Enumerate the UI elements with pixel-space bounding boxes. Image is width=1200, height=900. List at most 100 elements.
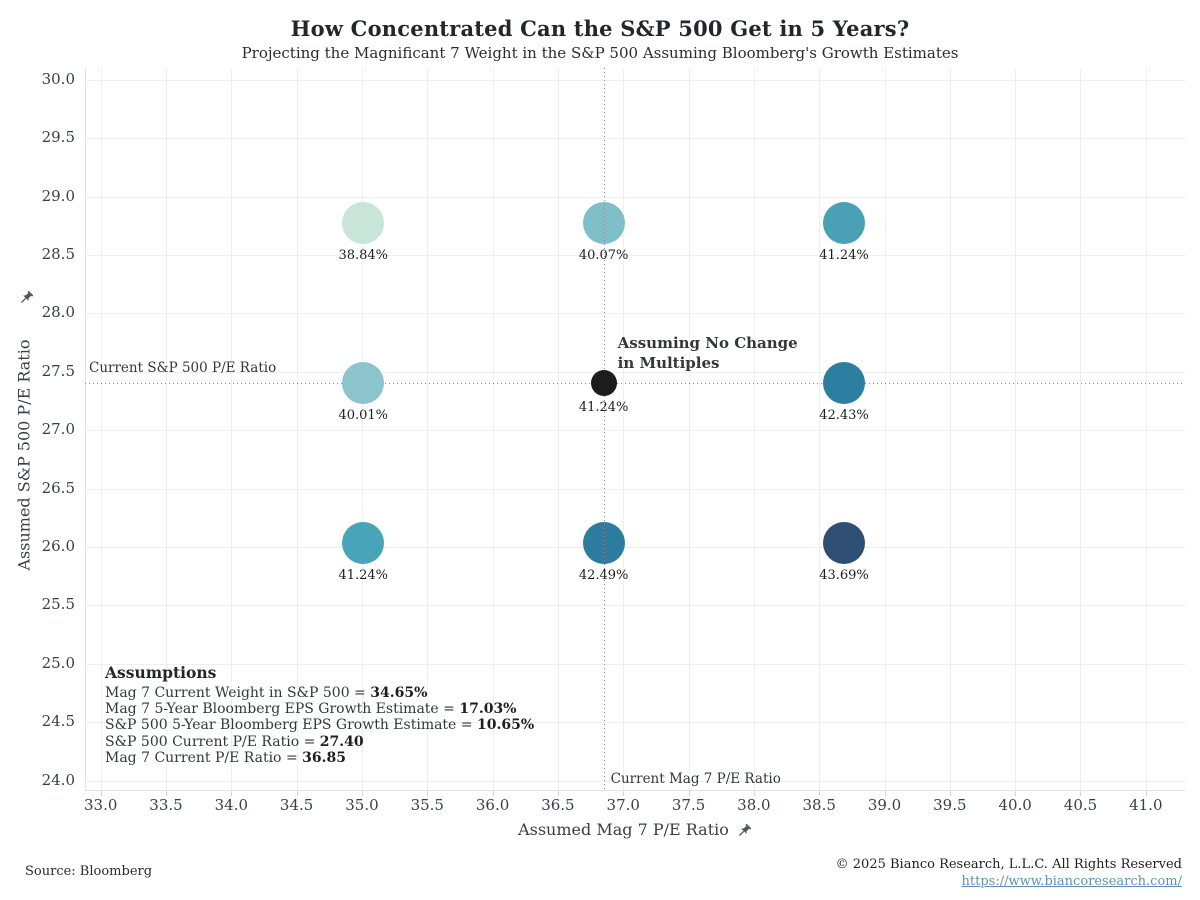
x-tick-label: 33.0 xyxy=(83,796,118,814)
x-tick-label: 37.0 xyxy=(606,796,640,814)
x-gridline xyxy=(623,68,625,790)
x-tick-label: 37.5 xyxy=(671,796,706,814)
x-gridline xyxy=(1080,68,1082,790)
bubble-scenario[interactable] xyxy=(823,202,866,245)
assumption-item: Mag 7 5-Year Bloomberg EPS Growth Estima… xyxy=(105,701,517,718)
x-tick-label: 35.0 xyxy=(345,796,379,814)
x-axis-title-row: Assumed Mag 7 P/E Ratio xyxy=(85,820,1185,839)
x-gridline xyxy=(949,68,951,790)
y-gridline xyxy=(85,430,1185,432)
y-gridline xyxy=(85,79,1185,81)
x-tick-label: 41.0 xyxy=(1129,796,1163,814)
x-gridline xyxy=(492,68,494,790)
x-gridline xyxy=(753,68,755,790)
x-tick-mark xyxy=(819,790,821,796)
y-gridline xyxy=(85,722,1185,724)
current-sp500-pe-line xyxy=(85,383,1185,385)
plot-left-border xyxy=(85,68,86,790)
assumptions-items: Mag 7 Current Weight in S&P 500 = 34.65%… xyxy=(105,685,534,766)
source-note: Source: Bloomberg xyxy=(25,864,153,879)
y-tick-label: 28.0 xyxy=(41,303,75,322)
chart-title: How Concentrated Can the S&P 500 Get in … xyxy=(290,16,910,41)
y-tick-label: 26.0 xyxy=(41,536,75,555)
x-axis-pin-icon xyxy=(736,820,752,839)
x-tick-mark xyxy=(361,790,363,796)
bubble-weight-label: 41.24% xyxy=(819,248,869,264)
x-tick-mark xyxy=(623,790,625,796)
x-tick-mark xyxy=(427,790,429,796)
x-tick-mark xyxy=(884,790,886,796)
bubble-weight-label: 41.24% xyxy=(578,400,629,416)
y-gridline xyxy=(85,663,1185,665)
x-tick-mark xyxy=(949,790,951,796)
current-mag7-pe-line xyxy=(603,68,605,790)
x-gridline xyxy=(231,68,233,790)
y-tick-label: 28.5 xyxy=(41,244,75,263)
x-tick-label: 34.5 xyxy=(279,796,314,814)
x-tick-label: 40.5 xyxy=(1063,796,1098,814)
x-axis-title: Assumed Mag 7 P/E Ratio xyxy=(518,820,729,839)
x-tick-mark xyxy=(492,790,494,796)
y-tick-label: 24.0 xyxy=(41,770,75,789)
x-tick-label: 36.5 xyxy=(541,796,575,814)
x-gridline xyxy=(296,68,298,790)
bubble-scenario[interactable] xyxy=(342,362,385,405)
x-gridline xyxy=(361,68,363,790)
x-tick-label: 39.0 xyxy=(867,796,902,814)
x-gridline xyxy=(100,68,102,790)
y-gridline xyxy=(85,605,1185,607)
x-tick-mark xyxy=(688,790,690,796)
y-gridline xyxy=(85,196,1185,198)
x-gridline xyxy=(688,68,690,790)
y-gridline xyxy=(85,546,1185,548)
x-tick-label: 38.0 xyxy=(737,796,771,814)
biancoresearch-link[interactable]: https://www.biancoresearch.com/ xyxy=(961,874,1182,889)
assumption-item: S&P 500 5-Year Bloomberg EPS Growth Esti… xyxy=(105,717,535,734)
x-gridline xyxy=(557,68,559,790)
y-tick-label: 25.0 xyxy=(41,653,75,672)
bubble-weight-label: 38.84% xyxy=(338,248,389,264)
x-tick-mark xyxy=(165,790,167,796)
y-gridline xyxy=(85,371,1185,373)
x-tick-mark xyxy=(296,790,298,796)
bubble-current-scenario[interactable] xyxy=(590,370,617,397)
x-tick-mark xyxy=(1145,790,1147,796)
bubble-scenario[interactable] xyxy=(342,522,385,565)
x-gridline xyxy=(427,68,429,790)
copyright-block: © 2025 Bianco Research, L.L.C. All Right… xyxy=(836,856,1182,890)
assumptions-block: Assumptions Mag 7 Current Weight in S&P … xyxy=(105,663,534,766)
x-tick-mark xyxy=(231,790,233,796)
y-gridline xyxy=(85,488,1185,490)
y-gridline xyxy=(85,254,1185,256)
x-tick-mark xyxy=(753,790,755,796)
x-tick-label: 33.5 xyxy=(149,796,183,814)
x-tick-mark xyxy=(100,790,102,796)
x-tick-mark xyxy=(1015,790,1017,796)
bubble-weight-label: 40.01% xyxy=(338,408,389,424)
bubble-scenario[interactable] xyxy=(823,522,866,565)
chart-area: 33.0 33.5 34.0 34.5 35.0 35.5 36.0 36.5 37.0 37.5… xyxy=(42,68,1185,814)
y-tick-label: 26.5 xyxy=(41,478,75,497)
y-gridline xyxy=(85,138,1185,140)
x-tick-label: 36.0 xyxy=(475,796,510,814)
x-tick-mark xyxy=(1080,790,1082,796)
y-tick-label: 27.5 xyxy=(41,361,75,380)
x-tick-mark xyxy=(557,790,559,796)
x-gridline xyxy=(819,68,821,790)
assumption-item: Mag 7 Current Weight in S&P 500 = 34.65% xyxy=(105,685,428,701)
bubble-weight-label: 43.69% xyxy=(819,568,869,584)
no-change-annotation: Assuming No Change in Multiples xyxy=(617,334,798,373)
copyright-text: © 2025 Bianco Research, L.L.C. All Right… xyxy=(835,857,1182,872)
y-tick-label: 25.5 xyxy=(41,595,75,614)
x-tick-label: 34.0 xyxy=(214,796,249,814)
y-tick-label: 27.0 xyxy=(41,420,75,439)
bubble-scenario[interactable] xyxy=(823,362,866,405)
chart-subtitle: Projecting the Magnificant 7 Weight in t… xyxy=(241,44,959,62)
current-mag7-pe-label: Current Mag 7 P/E Ratio xyxy=(610,771,781,787)
y-axis-pin-icon xyxy=(18,287,34,306)
assumption-item: S&P 500 Current P/E Ratio = 27.40 xyxy=(105,733,364,750)
y-tick-label: 29.0 xyxy=(41,186,75,205)
bubble-scenario[interactable] xyxy=(342,202,385,245)
x-tick-label: 40.0 xyxy=(998,796,1032,814)
x-gridline xyxy=(884,68,886,790)
